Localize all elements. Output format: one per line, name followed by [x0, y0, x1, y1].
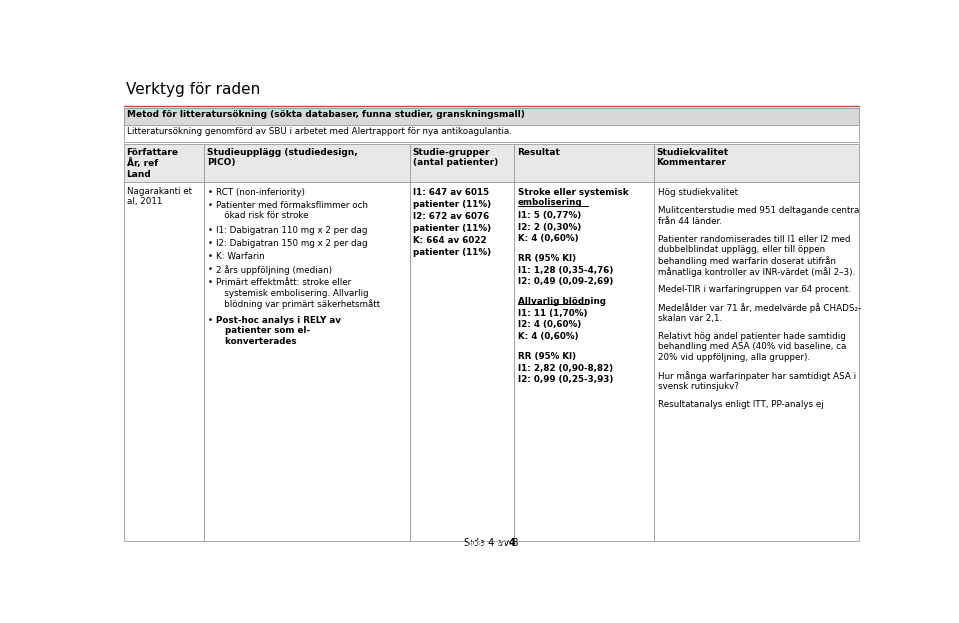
Text: •: • — [207, 316, 213, 325]
Text: Hög studiekvalitet: Hög studiekvalitet — [658, 188, 738, 197]
FancyBboxPatch shape — [514, 182, 653, 541]
Text: Primärt effektmått: stroke eller
   systemisk embolisering. Allvarlig
   blödnin: Primärt effektmått: stroke eller systemi… — [216, 278, 380, 309]
Text: RR (95% KI): RR (95% KI) — [518, 254, 575, 263]
Text: Författare
År, ref
Land: Författare År, ref Land — [127, 148, 178, 179]
FancyBboxPatch shape — [409, 182, 514, 541]
FancyBboxPatch shape — [409, 144, 514, 182]
Text: I1: 1,28 (0,35-4,76): I1: 1,28 (0,35-4,76) — [518, 265, 613, 275]
Text: I2: Dabigatran 150 mg x 2 per dag: I2: Dabigatran 150 mg x 2 per dag — [216, 239, 367, 249]
FancyBboxPatch shape — [204, 182, 409, 541]
Text: •: • — [207, 252, 213, 261]
FancyBboxPatch shape — [124, 108, 859, 125]
Text: Nagarakanti et
al, 2011: Nagarakanti et al, 2011 — [127, 187, 192, 206]
Text: Studiekvalitet
Kommentarer: Studiekvalitet Kommentarer — [657, 148, 729, 167]
Text: K: 4 (0,60%): K: 4 (0,60%) — [518, 332, 578, 341]
FancyBboxPatch shape — [514, 144, 653, 182]
FancyBboxPatch shape — [653, 182, 859, 541]
Text: I2: 2 (0,30%): I2: 2 (0,30%) — [518, 222, 581, 232]
FancyBboxPatch shape — [124, 144, 204, 182]
Text: 2 års uppföljning (median): 2 års uppföljning (median) — [216, 265, 332, 275]
Text: Mulitcenterstudie med 951 deltagande centra
från 44 länder.: Mulitcenterstudie med 951 deltagande cen… — [658, 206, 859, 226]
Text: RR (95% KI): RR (95% KI) — [518, 352, 575, 361]
Text: •: • — [207, 239, 213, 249]
Text: I1: 5 (0,77%): I1: 5 (0,77%) — [518, 211, 581, 220]
Text: 4: 4 — [508, 538, 515, 548]
Text: Patienter randomiserades till I1 eller I2 med
dubbelblindat upplägg, eller till : Patienter randomiserades till I1 eller I… — [658, 235, 855, 277]
Text: Studie-grupper
(antal patienter): Studie-grupper (antal patienter) — [412, 148, 498, 167]
Text: •: • — [207, 278, 213, 287]
Text: •: • — [207, 265, 213, 274]
Text: •: • — [207, 201, 213, 210]
Text: RCT (non-inferiority): RCT (non-inferiority) — [216, 188, 305, 197]
Text: I2: 0,49 (0,09-2,69): I2: 0,49 (0,09-2,69) — [518, 277, 613, 286]
Text: Relativt hög andel patienter hade samtidig
behandling med ASA (40% vid baseline,: Relativt hög andel patienter hade samtid… — [658, 332, 847, 362]
Text: Post-hoc analys i RELY av
   patienter som el-
   konverterades: Post-hoc analys i RELY av patienter som … — [216, 316, 340, 346]
Text: Metod för litteratursökning (sökta databaser, funna studier, granskningsmall): Metod för litteratursökning (sökta datab… — [128, 110, 526, 119]
Text: Hur många warfarinpater har samtidigt ASA i
svensk rutinsjukv?: Hur många warfarinpater har samtidigt AS… — [658, 371, 856, 391]
Text: •: • — [207, 226, 213, 235]
Text: Patienter med förmaksflimmer och
   ökad risk för stroke: Patienter med förmaksflimmer och ökad ri… — [216, 201, 367, 221]
FancyBboxPatch shape — [204, 144, 409, 182]
Text: Resultatanalys enligt ITT, PP-analys ej: Resultatanalys enligt ITT, PP-analys ej — [658, 400, 824, 409]
Text: I1: 2,82 (0,90-8,82): I1: 2,82 (0,90-8,82) — [518, 364, 613, 373]
Text: K: Warfarin: K: Warfarin — [216, 252, 265, 261]
Text: Verktyg för raden: Verktyg för raden — [126, 82, 260, 97]
Text: K: 4 (0,60%): K: 4 (0,60%) — [518, 234, 578, 243]
FancyBboxPatch shape — [124, 182, 204, 541]
Text: Allvarlig blödning: Allvarlig blödning — [518, 297, 605, 307]
Text: I1: 11 (1,70%): I1: 11 (1,70%) — [518, 309, 587, 318]
FancyBboxPatch shape — [124, 108, 859, 142]
Text: Stroke eller systemisk
embolisering: Stroke eller systemisk embolisering — [518, 188, 628, 207]
FancyBboxPatch shape — [653, 144, 859, 182]
Text: patienter (11%): patienter (11%) — [413, 248, 492, 257]
Text: Resultat: Resultat — [517, 148, 560, 156]
Text: I2: 672 av 6076: I2: 672 av 6076 — [413, 212, 490, 221]
Text: I1: Dabigatran 110 mg x 2 per dag: I1: Dabigatran 110 mg x 2 per dag — [216, 226, 367, 235]
Text: Sida  av 8: Sida av 8 — [467, 538, 516, 548]
Text: •: • — [207, 188, 213, 197]
Text: Studieupplägg (studiedesign,
PICO): Studieupplägg (studiedesign, PICO) — [207, 148, 358, 167]
Text: K: 664 av 6022: K: 664 av 6022 — [413, 236, 487, 245]
Text: Litteratursökning genomförd av SBU i arbetet med Alertrapport för nya antikoagul: Litteratursökning genomförd av SBU i arb… — [128, 127, 512, 136]
Text: Sida 4 av 8: Sida 4 av 8 — [464, 538, 519, 548]
Text: I2: 4 (0,60%): I2: 4 (0,60%) — [518, 320, 581, 330]
Text: Medel-TIR i warfaringruppen var 64 procent.: Medel-TIR i warfaringruppen var 64 proce… — [658, 285, 851, 294]
Text: patienter (11%): patienter (11%) — [413, 200, 492, 209]
Text: I1: 647 av 6015: I1: 647 av 6015 — [413, 188, 490, 197]
Text: patienter (11%): patienter (11%) — [413, 224, 492, 233]
Text: Medelålder var 71 år, medelvärde på CHADS₂-
skalan var 2,1.: Medelålder var 71 år, medelvärde på CHAD… — [658, 303, 861, 323]
Text: I2: 0,99 (0,25-3,93): I2: 0,99 (0,25-3,93) — [518, 375, 613, 384]
